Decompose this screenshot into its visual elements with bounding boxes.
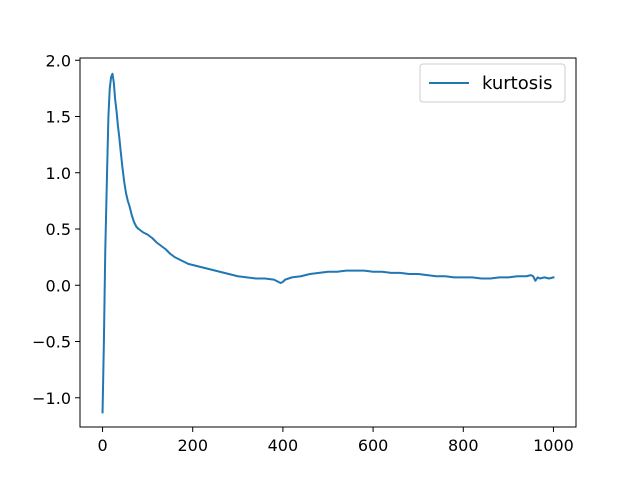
y-axis-ticks: −1.0 −0.5 0.0 0.5 1.0 1.5 2.0 xyxy=(32,51,80,408)
y-tick-label: 0.5 xyxy=(46,220,71,239)
x-tick-label: 200 xyxy=(177,436,208,455)
y-tick-label: 2.0 xyxy=(46,51,71,70)
legend-label: kurtosis xyxy=(482,73,553,94)
series-line-kurtosis xyxy=(101,72,555,414)
legend-box xyxy=(419,63,566,103)
y-tick-label: −1.0 xyxy=(32,389,71,408)
x-tick-label: 0 xyxy=(97,436,107,455)
x-axis-ticks: 0 200 400 600 800 1000 xyxy=(97,427,574,455)
legend: kurtosis xyxy=(419,63,566,103)
y-tick-label: 0.0 xyxy=(46,276,71,295)
plot-frame xyxy=(79,57,577,428)
x-tick-label: 600 xyxy=(358,436,389,455)
y-tick-label: 1.5 xyxy=(46,108,71,127)
x-tick-label: 1000 xyxy=(533,436,574,455)
y-tick-label: 1.0 xyxy=(46,164,71,183)
plot-area xyxy=(80,58,576,427)
y-tick-label: −0.5 xyxy=(32,333,71,352)
x-tick-label: 400 xyxy=(268,436,299,455)
x-tick-label: 800 xyxy=(448,436,479,455)
series-layer xyxy=(101,72,555,414)
